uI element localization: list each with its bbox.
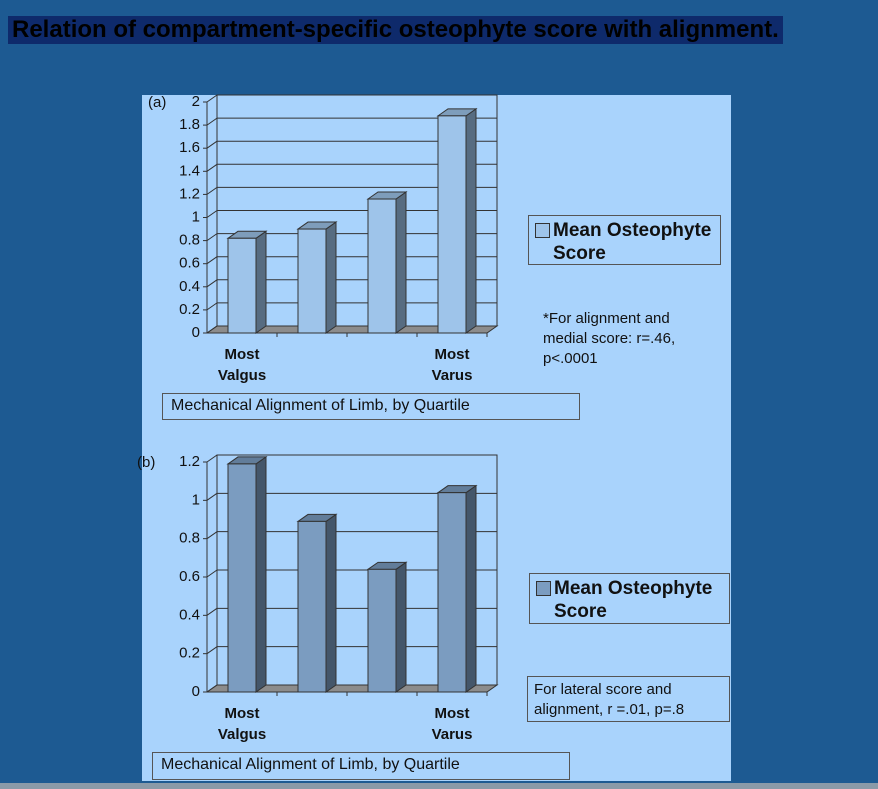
grid-line-depth — [206, 646, 218, 655]
bar — [367, 568, 397, 693]
bar — [297, 228, 327, 334]
grid-line-depth — [206, 186, 218, 195]
grid-line-depth — [206, 210, 218, 218]
grid-line-depth — [206, 117, 218, 126]
slide-title: Relation of compartment-specific osteoph… — [8, 16, 783, 44]
bar — [437, 492, 467, 693]
panel-label: (a) — [148, 94, 166, 111]
grid-line-depth — [206, 684, 218, 693]
y-tick-label: 0.2 — [179, 301, 200, 318]
grid-line-depth — [206, 492, 218, 501]
x-tick-label: Most Varus — [431, 346, 473, 384]
grid-line-depth — [206, 302, 218, 311]
grid-line-depth — [206, 569, 218, 578]
y-tick-label: 0.8 — [179, 530, 200, 547]
x-tick-label: Most Valgus — [217, 346, 267, 384]
legend-label: Mean Osteophyte Score — [553, 220, 712, 264]
annotation: *For alignment and medial score: r=.46, … — [543, 310, 676, 367]
grid-line-depth — [206, 94, 218, 103]
x-axis-label: Mechanical Alignment of Limb, by Quartil… — [152, 752, 570, 780]
bar-side — [325, 221, 337, 334]
y-tick-label: 0 — [192, 683, 200, 700]
bar-side — [325, 513, 337, 693]
legend-label: Mean Osteophyte Score — [554, 578, 713, 622]
panel-label: (b) — [137, 454, 155, 471]
bar-side — [465, 107, 477, 334]
bar-side — [395, 561, 407, 693]
y-tick-label: 1.2 — [179, 185, 200, 202]
grid-line-depth — [206, 233, 218, 242]
y-tick-label: 1 — [192, 491, 200, 508]
grid-line-depth — [206, 454, 218, 463]
legend: Mean Osteophyte Score — [529, 573, 730, 624]
bar-side — [255, 455, 267, 693]
y-tick-label: 0.4 — [179, 278, 200, 295]
y-tick-label: 2 — [192, 93, 200, 110]
annotation: For lateral score and alignment, r =.01,… — [527, 676, 730, 722]
bar — [297, 520, 327, 693]
y-tick-label: 0.8 — [179, 232, 200, 249]
y-tick-label: 0.6 — [179, 255, 200, 272]
x-axis-label: Mechanical Alignment of Limb, by Quartil… — [162, 393, 580, 420]
y-tick-label: 0.4 — [179, 606, 200, 623]
legend-swatch — [535, 223, 550, 238]
x-tick-label: Most Varus — [431, 705, 473, 743]
y-tick-label: 1.4 — [179, 162, 200, 179]
grid-line-depth — [206, 279, 218, 288]
y-tick-label: 1 — [192, 208, 200, 225]
bar-side — [255, 230, 267, 334]
bar-side — [395, 191, 407, 334]
bar — [227, 463, 257, 693]
bottom-bar — [0, 783, 878, 789]
bar-side — [465, 484, 477, 693]
y-tick-label: 1.2 — [179, 453, 200, 470]
grid-line-depth — [206, 256, 218, 265]
bar — [437, 115, 467, 334]
y-tick-label: 0.6 — [179, 568, 200, 585]
x-tick-label: Most Valgus — [217, 705, 267, 743]
grid-line-depth — [206, 163, 218, 172]
bar — [227, 237, 257, 334]
bar — [367, 198, 397, 334]
legend-swatch — [536, 581, 551, 596]
y-tick-label: 0 — [192, 324, 200, 341]
grid-line-depth — [206, 140, 218, 149]
grid-line-depth — [206, 607, 218, 616]
y-tick-label: 0.2 — [179, 645, 200, 662]
y-tick-label: 1.6 — [179, 139, 200, 156]
grid-line-depth — [206, 531, 218, 540]
grid-line-depth — [206, 325, 218, 334]
y-tick-label: 1.8 — [179, 116, 200, 133]
legend: Mean Osteophyte Score — [528, 215, 721, 265]
